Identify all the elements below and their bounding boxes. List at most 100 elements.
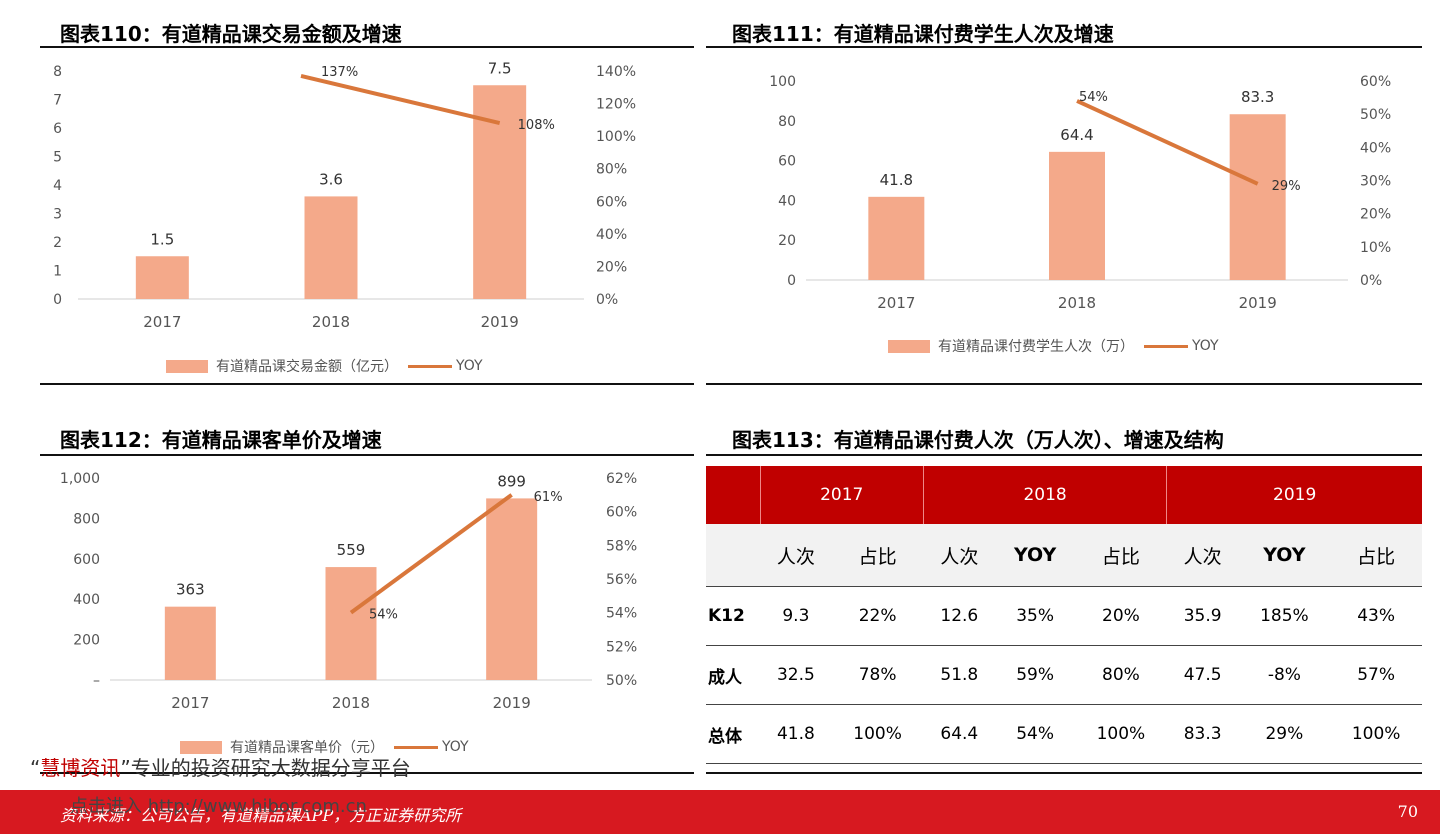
table-subheader: YOY — [995, 524, 1076, 587]
y2-tick-label: 52% — [606, 639, 637, 655]
chart-111-title: 图表111：有道精品课付费学生人次及增速 — [732, 22, 1114, 46]
row-label: 成人 — [706, 645, 760, 705]
yoy-value-label: 29% — [1272, 179, 1301, 194]
table-cell: 100% — [831, 704, 924, 764]
bottom-rule-right — [706, 772, 1422, 774]
bar-value-label: 1.5 — [150, 230, 174, 248]
watermark-slogan: “慧博资讯”专业的投资研究大数据分享平台 — [30, 752, 411, 781]
yoy-value-label: 108% — [518, 118, 555, 133]
x-tick-label: 2018 — [332, 694, 370, 712]
table-subheader: YOY — [1238, 524, 1331, 587]
yoy-value-label: 137% — [321, 65, 358, 80]
y2-tick-label: 120% — [596, 97, 636, 113]
legend-bar-swatch — [888, 339, 930, 353]
x-tick-label: 2018 — [1058, 294, 1096, 312]
y2-tick-label: 30% — [1360, 174, 1391, 190]
table-cell: 100% — [1330, 704, 1422, 764]
y-tick-label: 0 — [53, 292, 62, 308]
legend-bar-label: 有道精品课交易金额（亿元） — [216, 359, 398, 375]
bottom-rule-left — [40, 772, 694, 774]
y-tick-label: 1 — [53, 264, 62, 280]
x-tick-label: 2017 — [877, 294, 915, 312]
title-rule-left-top — [40, 46, 694, 48]
table-cell: 100% — [1075, 704, 1167, 764]
chart-111-legend: 有道精品课付费学生人次（万） YOY — [888, 336, 1219, 356]
chart-112-legend: 有道精品课客单价（元） YOY — [180, 737, 469, 757]
section-rule-right — [706, 383, 1422, 385]
watermark-brand[interactable]: 慧博资讯 — [40, 756, 121, 780]
table-cell: 22% — [831, 586, 924, 646]
watermark-open-quote: “ — [30, 756, 41, 780]
watermark-slogan-text: 专业的投资研究大数据分享平台 — [130, 756, 411, 780]
legend-bar-swatch — [180, 740, 222, 754]
x-tick-label: 2019 — [481, 313, 519, 331]
y2-tick-label: 140% — [596, 64, 636, 80]
y2-tick-label: 62% — [606, 471, 637, 487]
year-header-2018: 2018 — [922, 466, 1167, 524]
table-cell: 83.3 — [1166, 704, 1239, 764]
chart-112: – 200 400 600 800 1,000 50% 52% 54% 56% 58% 60% 62% 3… — [60, 471, 637, 712]
x-tick-label: 2018 — [312, 313, 350, 331]
y2-tick-label: 40% — [596, 227, 627, 243]
bar — [164, 606, 216, 680]
bar — [325, 567, 377, 680]
legend-bar-label: 有道精品课客单价（元） — [230, 740, 384, 756]
y2-tick-label: 50% — [606, 673, 637, 689]
y-tick-label: 200 — [73, 633, 100, 649]
table-cell: 51.8 — [923, 645, 996, 705]
y2-tick-label: 60% — [1360, 74, 1391, 90]
table-row-adult: 成人 32.5 78% 51.8 59% 80% 47.5 -8% 57% — [706, 645, 1422, 705]
table-subheader: 人次 — [923, 524, 996, 587]
y-tick-label: 5 — [53, 150, 62, 166]
x-tick-label: 2019 — [1239, 294, 1277, 312]
table-year-header-row: 2017 2018 2019 — [706, 466, 1422, 524]
table-cell: 41.8 — [760, 704, 832, 764]
row-label: K12 — [706, 586, 760, 646]
x-tick-label: 2017 — [171, 694, 209, 712]
bar-value-label: 363 — [176, 581, 205, 599]
page-number: 70 — [1397, 802, 1418, 821]
y2-tick-label: 10% — [1360, 240, 1391, 256]
table-cell: -8% — [1238, 645, 1331, 705]
y-tick-label: 6 — [53, 121, 62, 137]
watermark-close-quote: ” — [120, 756, 131, 780]
table-corner-cell — [706, 466, 760, 524]
bar — [868, 196, 925, 280]
y2-tick-label: 0% — [596, 292, 618, 308]
table-row-k12: K12 9.3 22% 12.6 35% 20% 35.9 185% 43% — [706, 586, 1422, 646]
y-tick-label: 800 — [73, 511, 100, 527]
y-tick-label: 100 — [769, 74, 796, 90]
legend-line-swatch — [394, 745, 438, 749]
watermark-link[interactable]: 点击进入 http://www.hibor.com.cn — [70, 796, 367, 817]
title-rule-right-bottom — [706, 454, 1422, 456]
yoy-line — [300, 73, 501, 126]
legend-line-label: YOY — [456, 358, 483, 374]
table-row-total: 总体 41.8 100% 64.4 54% 100% 83.3 29% 100% — [706, 704, 1422, 764]
x-tick-label: 2017 — [143, 313, 181, 331]
y2-tick-label: 0% — [1360, 273, 1382, 289]
y2-tick-label: 58% — [606, 538, 637, 554]
chart-110-legend: 有道精品课交易金额（亿元） YOY — [166, 356, 483, 376]
table-subheader-corner — [706, 524, 760, 587]
table-cell: 59% — [995, 645, 1076, 705]
y-tick-label: 1,000 — [60, 471, 100, 487]
table-cell: 80% — [1075, 645, 1167, 705]
y2-tick-label: 100% — [596, 129, 636, 145]
y-tick-label: 60 — [778, 154, 796, 170]
yoy-value-label: 61% — [534, 490, 563, 505]
bar — [304, 196, 358, 299]
chart-111: 0 20 40 60 80 100 0% 10% 20% 30% 40% 50% 60% 41.8 64.4… — [769, 74, 1391, 312]
y-tick-label: 7 — [53, 93, 62, 109]
table-subheader: 人次 — [1166, 524, 1239, 587]
y-tick-label: – — [93, 673, 100, 689]
y-tick-label: 400 — [73, 592, 100, 608]
table-subheader-row: 人次 占比 人次 YOY 占比 人次 YOY 占比 — [706, 524, 1422, 587]
legend-line-label: YOY — [442, 739, 469, 755]
bar-value-label: 41.8 — [880, 171, 913, 189]
title-rule-right-top — [706, 46, 1422, 48]
table-cell: 78% — [831, 645, 924, 705]
section-rule-left — [40, 383, 694, 385]
chart-110: 0123456780%20%40%60%80%100%120%140%1.53.… — [53, 59, 636, 331]
chart-110-title: 图表110：有道精品课交易金额及增速 — [60, 22, 402, 46]
table-cell: 9.3 — [760, 586, 832, 646]
